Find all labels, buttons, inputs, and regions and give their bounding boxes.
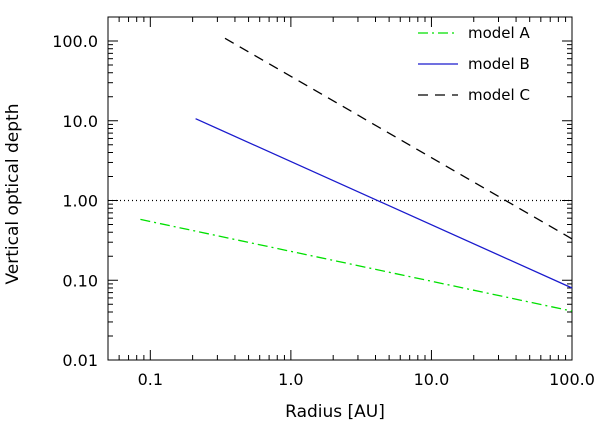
legend-label: model B xyxy=(468,55,530,73)
y-tick-label: 1.00 xyxy=(62,192,98,211)
x-tick-label: 10.0 xyxy=(414,370,450,389)
series-line-model-b xyxy=(195,118,573,289)
y-tick-label: 10.0 xyxy=(62,112,98,131)
plot-frame xyxy=(107,16,573,361)
x-tick-label: 100.0 xyxy=(549,370,595,389)
y-tick-label: 0.10 xyxy=(62,271,98,290)
legend-label: model C xyxy=(468,86,530,104)
x-tick-label: 1.0 xyxy=(278,370,303,389)
x-tick-label: 0.1 xyxy=(138,370,163,389)
x-axis-title: Radius [AU] xyxy=(285,402,385,422)
y-tick-label: 0.01 xyxy=(62,351,98,370)
y-tick-label: 100.0 xyxy=(52,32,98,51)
series-line-model-a xyxy=(140,218,573,312)
legend-label: model A xyxy=(468,24,530,42)
y-axis-title: Vertical optical depth xyxy=(3,104,23,285)
